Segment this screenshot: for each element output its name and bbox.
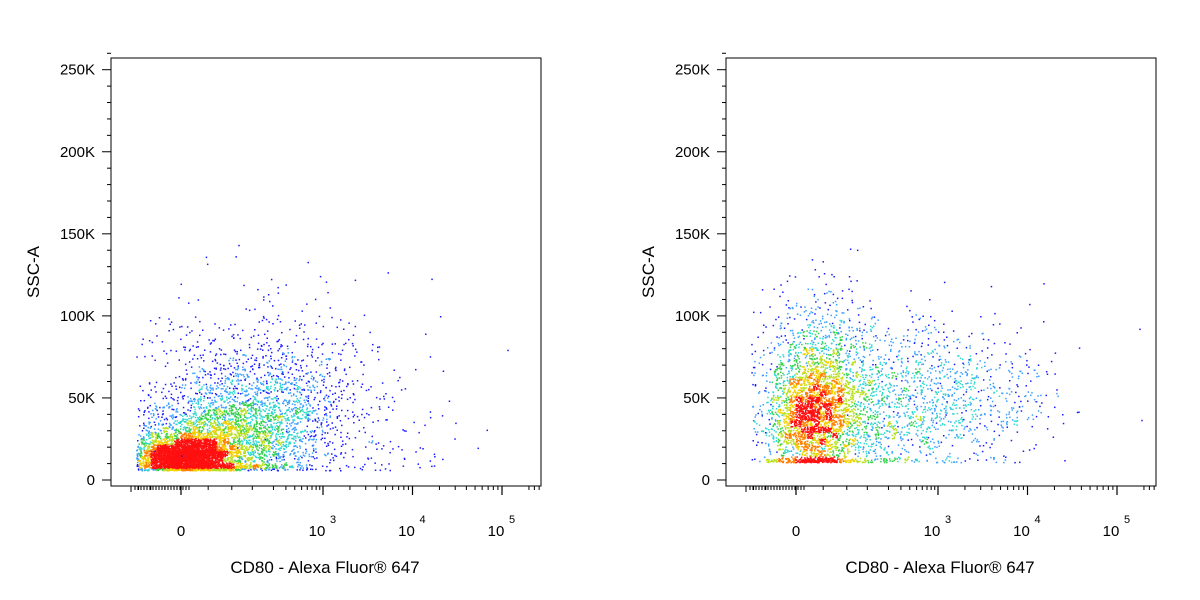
data-point — [365, 389, 368, 392]
x-axis: 0 10 3 10 4 10 5 — [130, 486, 540, 540]
x-tick-label: 0 — [177, 523, 185, 540]
y-tick-label: 250K — [60, 62, 95, 79]
data-point — [181, 455, 183, 457]
x-tick-label: 10 — [488, 523, 505, 540]
plot-area: 0 50K 100K 150K 200K 250K 0 10 3 10 4 10 5 CD80 - Ale… — [24, 52, 542, 577]
x-tick-exponent: 5 — [509, 514, 515, 526]
y-tick-label: 50K — [68, 390, 95, 407]
x-axis: 0 10 3 10 4 10 5 — [745, 486, 1155, 540]
y-tick-label: 200K — [60, 144, 95, 161]
data-point — [1054, 373, 1056, 375]
plot-frame — [110, 57, 542, 487]
x-tick-label: 10 — [309, 523, 326, 540]
x-tick-exponent: 5 — [1124, 514, 1130, 526]
y-axis: 0 50K 100K 150K 200K 250K — [675, 52, 726, 489]
data-point — [1043, 283, 1045, 285]
data-point — [264, 439, 267, 441]
y-tick-label: 100K — [60, 308, 95, 325]
y-tick-label: 0 — [702, 472, 710, 489]
data-point — [455, 422, 457, 425]
data-point — [888, 406, 890, 408]
data-point — [1018, 406, 1021, 408]
y-axis-title: SSC-A — [639, 245, 658, 298]
chart-panel-1: 0 50K 100K 150K 200K 250K 0 10 3 10 4 10 5 CD80 - Ale… — [24, 52, 542, 577]
data-point — [909, 397, 912, 400]
x-tick-exponent: 3 — [945, 514, 951, 526]
event-dots — [751, 248, 1143, 464]
data-point — [953, 381, 956, 383]
event-dots — [136, 244, 509, 472]
y-tick-label: 150K — [60, 226, 95, 243]
y-tick-label: 200K — [675, 144, 710, 161]
plot-frame — [725, 57, 1157, 487]
y-tick-label: 250K — [675, 62, 710, 79]
data-point — [338, 381, 341, 383]
x-tick-exponent: 3 — [330, 514, 336, 526]
chart-1-svg: 0 50K 100K 150K 200K 250K 0 10 3 10 4 10 5 CD80 - Ale… — [24, 52, 542, 577]
data-point — [307, 414, 309, 416]
plot-area: 0 50K 100K 150K 200K 250K 0 10 3 10 4 10 5 CD80 - Ale… — [639, 52, 1157, 577]
y-tick-label: 50K — [683, 390, 710, 407]
data-point — [846, 414, 849, 416]
x-tick-label: 10 — [924, 523, 941, 540]
y-tick-label: 100K — [675, 308, 710, 325]
chart-panel-2: 0 50K 100K 150K 200K 250K 0 10 3 10 4 10 5 CD80 - Ale… — [615, 0, 1200, 600]
data-point — [237, 447, 239, 449]
data-point — [419, 447, 422, 449]
data-point — [867, 422, 869, 425]
x-axis-title: CD80 - Alexa Fluor® 647 — [845, 558, 1034, 577]
data-point — [285, 430, 288, 433]
x-tick-exponent: 4 — [419, 514, 425, 526]
x-tick-label: 10 — [1013, 523, 1030, 540]
chart-2-svg: 0 50K 100K 150K 200K 250K 0 10 3 10 4 10 5 CD80 - Ale… — [639, 52, 1157, 577]
data-point — [154, 450, 156, 452]
y-axis-title: SSC-A — [24, 245, 43, 298]
y-axis: 0 50K 100K 150K 200K 250K — [60, 52, 111, 489]
x-tick-exponent: 4 — [1034, 514, 1040, 526]
x-axis-title: CD80 - Alexa Fluor® 647 — [230, 558, 419, 577]
x-tick-label: 10 — [398, 523, 415, 540]
y-tick-label: 0 — [87, 472, 95, 489]
data-point — [980, 389, 983, 392]
y-tick-label: 150K — [675, 226, 710, 243]
x-tick-label: 0 — [792, 523, 800, 540]
data-point — [931, 389, 933, 392]
x-tick-label: 10 — [1103, 523, 1120, 540]
